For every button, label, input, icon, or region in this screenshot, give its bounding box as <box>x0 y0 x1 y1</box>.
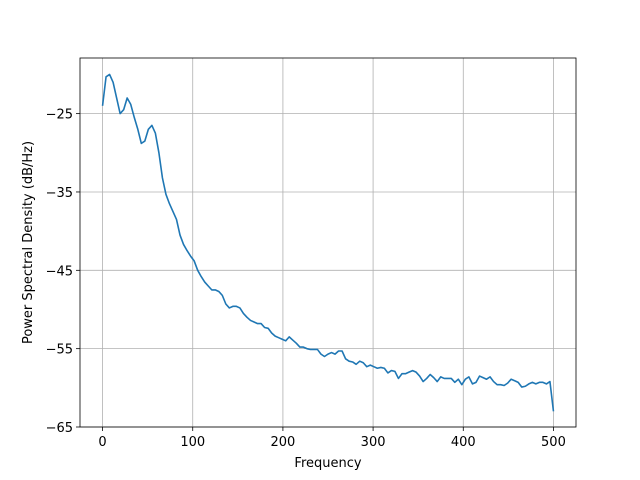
y-tick-label: −35 <box>46 186 73 201</box>
y-tick-label: −45 <box>46 264 73 279</box>
y-axis-label: Power Spectral Density (dB/Hz) <box>21 141 36 344</box>
y-tick-label: −25 <box>46 108 73 123</box>
y-tick-label: −65 <box>46 421 73 436</box>
plot-frame <box>79 57 577 428</box>
x-tick-label: 200 <box>270 435 295 450</box>
x-axis-ticks: 0 100 200 300 400 500 <box>98 427 566 450</box>
x-tick-label: 400 <box>451 435 476 450</box>
series-line <box>101 73 555 412</box>
y-tick-label: −55 <box>46 343 73 358</box>
x-tick-label: 500 <box>541 435 566 450</box>
series-layer <box>101 73 555 412</box>
x-tick-label: 100 <box>180 435 205 450</box>
x-axis-label: Frequency <box>294 456 361 471</box>
x-tick-label: 300 <box>361 435 386 450</box>
x-tick-label: 0 <box>98 435 106 450</box>
y-axis-ticks: −65 −55 −45 −35 −25 <box>46 108 80 436</box>
